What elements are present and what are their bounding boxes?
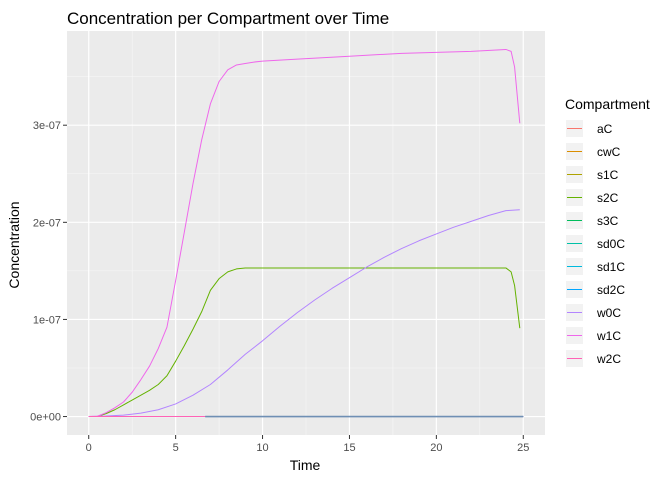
legend-label: sd2C xyxy=(597,283,625,297)
legend-label: s3C xyxy=(597,214,619,228)
legend-item-w1C: w1C xyxy=(566,327,621,344)
legend-item-sd1C: sd1C xyxy=(566,258,625,275)
legend-item-cwC: cwC xyxy=(566,143,621,160)
legend-item-w2C: w2C xyxy=(566,350,621,367)
legend-label: s1C xyxy=(597,168,619,182)
y-tick-label: 1e-07 xyxy=(33,314,61,326)
legend-item-s1C: s1C xyxy=(566,166,619,183)
legend-item-sd0C: sd0C xyxy=(566,235,625,252)
series-line-s2C xyxy=(88,267,521,418)
minor-gridlines xyxy=(67,31,545,435)
series-layer xyxy=(88,48,524,418)
x-axis: 0 5 10 15 20 25 xyxy=(86,435,529,454)
x-tick-label: 10 xyxy=(256,442,268,454)
legend-label: sd0C xyxy=(597,237,625,251)
legend-label: aC xyxy=(597,122,613,136)
legend-label: w0C xyxy=(596,306,621,320)
legend-label: cwC xyxy=(597,145,621,159)
x-tick-label: 15 xyxy=(343,442,355,454)
x-tick-label: 5 xyxy=(173,442,179,454)
y-tick-label: 2e-07 xyxy=(33,217,61,229)
legend-label: sd1C xyxy=(597,260,625,274)
y-axis: 0e+00 1e-07 2e-07 3e-07 xyxy=(30,120,67,424)
x-tick-label: 0 xyxy=(86,442,92,454)
x-tick-label: 25 xyxy=(517,442,529,454)
legend-item-s3C: s3C xyxy=(566,212,619,229)
x-tick-label: 20 xyxy=(430,442,442,454)
y-axis-label: Concentration xyxy=(6,201,22,288)
series-line-w0C xyxy=(88,209,520,418)
legend-item-sd2C: sd2C xyxy=(566,281,625,298)
legend-label: w2C xyxy=(596,352,621,366)
legend-label: s2C xyxy=(597,191,619,205)
legend-title: Compartment xyxy=(565,96,650,112)
legend-item-aC: aC xyxy=(566,120,613,137)
legend-label: w1C xyxy=(596,329,621,343)
chart-title: Concentration per Compartment over Time xyxy=(67,9,389,28)
y-tick-label: 3e-07 xyxy=(33,120,61,132)
legend-item-w0C: w0C xyxy=(566,304,621,321)
y-tick-label: 0e+00 xyxy=(30,412,61,424)
series-line-w1C xyxy=(88,48,521,418)
x-axis-label: Time xyxy=(290,457,321,473)
legend: Compartment aC cwC s1C s2C s3C sd0C sd1C sd2C w0… xyxy=(565,96,650,367)
legend-item-s2C: s2C xyxy=(566,189,619,206)
